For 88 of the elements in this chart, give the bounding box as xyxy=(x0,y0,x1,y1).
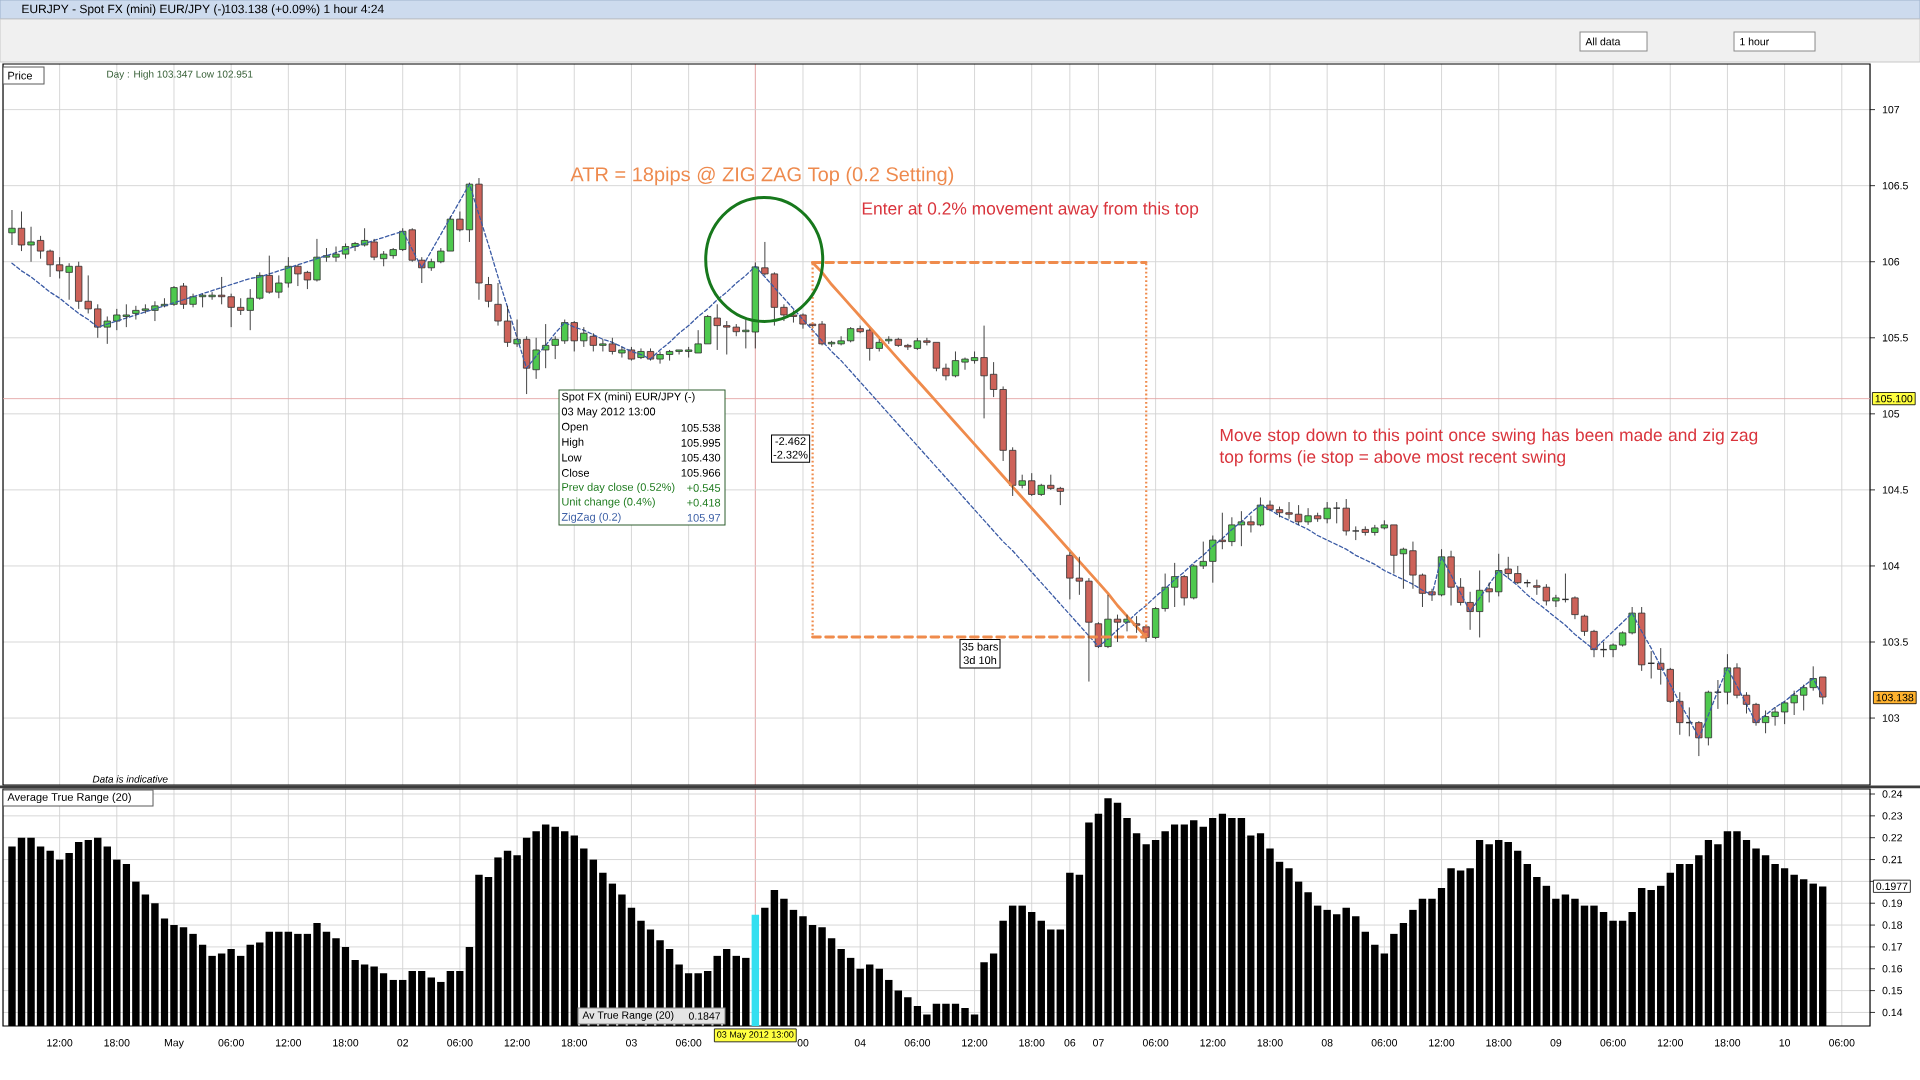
annotation: Move stop down to this point once swing has been made and zig zag top forms (ie stop = above most recent swing xyxy=(1219,428,1758,467)
y-tick-label: 0.15 xyxy=(1882,986,1903,995)
x-tick-label: 06:00 xyxy=(904,1039,931,1047)
y-tick-label: 0.21 xyxy=(1882,855,1903,864)
x-tick-label: 06:00 xyxy=(218,1039,244,1047)
y-tick-label: 0.17 xyxy=(1882,943,1902,951)
x-tick-label: 06:00 xyxy=(1142,1039,1169,1047)
x-tick-label: 06:00 xyxy=(1371,1039,1398,1047)
text: 1 hour xyxy=(1740,37,1769,46)
annotation: 105.966 xyxy=(681,468,721,477)
x-tick-label: 02 xyxy=(397,1039,409,1047)
annotation: 105.430 xyxy=(681,453,721,462)
x-tick-label: 12:00 xyxy=(504,1039,530,1047)
annotation: ATR = 18pips @ ZIG ZAG Top (0.2 Setting) xyxy=(570,166,954,186)
annotation: Open xyxy=(561,422,588,433)
x-tick-label: 18:00 xyxy=(1019,1039,1045,1047)
x-tick-label: 12:00 xyxy=(1200,1039,1226,1047)
x-tick-label: 03 xyxy=(626,1039,637,1047)
y-tick-label: 0.23 xyxy=(1882,812,1903,820)
annotation: Spot FX (mini) EUR/JPY (-) xyxy=(561,392,695,403)
y-tick-label: 103.5 xyxy=(1882,638,1908,646)
annotation: 105.538 xyxy=(681,423,721,432)
y-tick-label: 104 xyxy=(1882,562,1900,570)
chart-subtitle: 103.138 (+0.09%) 1 hour 4:24 xyxy=(225,4,384,16)
x-tick-label: May xyxy=(164,1039,184,1049)
y-tick-label: 105 xyxy=(1882,410,1900,418)
x-tick-label: 12:00 xyxy=(962,1039,988,1047)
x-tick-label: 10 xyxy=(1779,1039,1791,1047)
annotation: ZigZag (0.2) xyxy=(561,512,621,523)
x-tick-label: 18:00 xyxy=(1257,1039,1283,1047)
annotation: -2.462 xyxy=(775,437,806,446)
y-tick-label: 106.5 xyxy=(1882,181,1908,190)
text: 0.1977 xyxy=(1876,882,1908,890)
annotation: High xyxy=(562,437,584,449)
annotation: Unit change (0.4%) xyxy=(562,497,655,508)
annotation: Av True Range (20) xyxy=(582,1011,674,1021)
x-tick-label: 18:00 xyxy=(1715,1039,1741,1047)
x-tick-label: 06:00 xyxy=(447,1039,473,1047)
y-tick-label: 106 xyxy=(1882,258,1900,266)
y-tick-label: 105.5 xyxy=(1882,334,1908,342)
annotation: 0.1847 xyxy=(688,1012,721,1020)
annotation: 03 May 2012 13:00 xyxy=(561,407,656,418)
y-tick-label: 0.18 xyxy=(1882,921,1903,929)
annotation: 35 bars xyxy=(962,642,998,651)
annotation: Data is indicative xyxy=(92,775,168,783)
x-tick-label: 07 xyxy=(1093,1039,1104,1047)
y-axis-title: Price xyxy=(8,71,32,80)
y-tick-label: 0.22 xyxy=(1882,833,1902,842)
ref-line-label: 105.100 xyxy=(1875,394,1913,403)
x-tick-label: 12:00 xyxy=(47,1039,73,1047)
x-tick-label: 18:00 xyxy=(561,1039,587,1047)
y-tick-label: 103 xyxy=(1882,714,1900,722)
x-tick-label: 12:00 xyxy=(276,1039,302,1047)
y-tick-label: 0.19 xyxy=(1882,899,1903,907)
y-tick-label: 104.5 xyxy=(1882,486,1908,494)
x-tick-label: 06 xyxy=(1064,1039,1076,1047)
x-tick-label: 06:00 xyxy=(675,1039,702,1047)
text: 03 May 2012 13:00 xyxy=(717,1031,794,1040)
annotation: +0.418 xyxy=(687,498,721,507)
y-tick-label: 107 xyxy=(1882,105,1900,114)
text: All data xyxy=(1585,37,1621,46)
x-tick-label: 04 xyxy=(854,1039,866,1047)
x-tick-label: 12:00 xyxy=(1657,1039,1683,1047)
y-tick-label: 0.24 xyxy=(1882,790,1903,798)
annotation: 105.97 xyxy=(687,513,721,522)
y-axis-title: Average True Range (20) xyxy=(7,792,131,804)
annotation: Day : High 103.347 Low 102.951 xyxy=(107,70,253,80)
x-tick-label: 00 xyxy=(797,1039,809,1047)
x-tick-label: 18:00 xyxy=(1486,1039,1512,1047)
x-tick-label: 06:00 xyxy=(1829,1039,1855,1047)
y-tick-label: 0.14 xyxy=(1882,1008,1903,1017)
annotation: Close xyxy=(561,468,590,477)
x-tick-label: 18:00 xyxy=(104,1039,130,1047)
x-tick-label: 09 xyxy=(1550,1039,1562,1047)
annotation: 105.995 xyxy=(681,438,721,447)
annotation: Prev day close (0.52%) xyxy=(562,482,675,494)
annotation: Enter at 0.2% movement away from this top xyxy=(862,201,1199,219)
annotation: +0.545 xyxy=(687,484,721,492)
chart-title: EURJPY - Spot FX (mini) EUR/JPY (-) xyxy=(22,4,225,16)
x-tick-label: 18:00 xyxy=(333,1039,359,1047)
annotation: Low xyxy=(562,453,582,462)
y-tick-label: 0.16 xyxy=(1882,965,1903,973)
x-tick-label: 12:00 xyxy=(1429,1039,1455,1047)
x-tick-label: 06:00 xyxy=(1600,1039,1626,1047)
annotation: 3d 10h xyxy=(963,656,997,665)
text: 103.138 xyxy=(1876,693,1914,702)
annotation: -2.32% xyxy=(773,450,808,459)
x-tick-label: 08 xyxy=(1321,1039,1333,1047)
